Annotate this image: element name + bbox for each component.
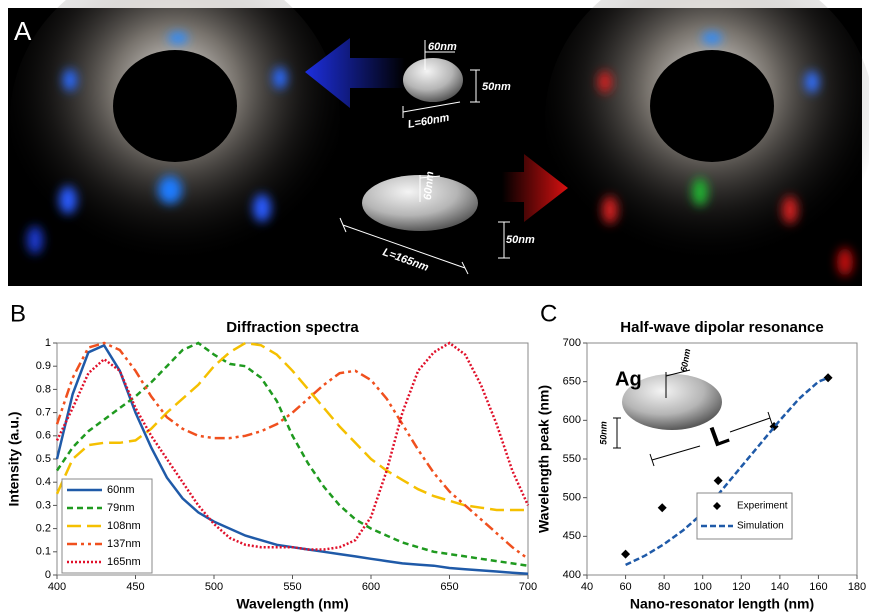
spectrum-line: [55, 341, 528, 512]
y-tick-label: 0.2: [36, 523, 51, 535]
y-tick-label: 0.3: [36, 499, 51, 511]
legend-swatch: [713, 502, 721, 510]
panel-label: C: [540, 300, 557, 327]
dimension-label: 60nm: [428, 41, 457, 53]
legend-label: 79nm: [107, 502, 135, 514]
x-tick-label: 500: [205, 581, 223, 593]
x-tick-label: 40: [581, 581, 593, 593]
experiment-point: [713, 476, 723, 486]
legend-label: Experiment: [737, 501, 788, 512]
experiment-point: [657, 503, 667, 513]
y-tick-label: 500: [563, 492, 581, 504]
x-tick-label: 180: [848, 581, 866, 593]
chart-title: Half-wave dipolar resonance: [620, 319, 823, 336]
inset-dimension: 60nm: [678, 348, 692, 373]
legend-label: 60nm: [107, 484, 135, 496]
x-tick-label: 100: [694, 581, 712, 593]
y-tick-label: 600: [563, 414, 581, 426]
experiment-point: [621, 549, 631, 559]
y-tick-label: 0.9: [36, 360, 51, 372]
dimension-label: 50nm: [482, 81, 511, 93]
panel-a-scene: [8, 0, 869, 286]
legend-label: 108nm: [107, 520, 141, 532]
x-tick-label: 60: [619, 581, 631, 593]
x-tick-label: 140: [771, 581, 789, 593]
dimension-label: 60nm: [422, 171, 436, 201]
y-tick-label: 0.1: [36, 546, 51, 558]
y-tick-label: 0.5: [36, 453, 51, 465]
spectrum-line: [55, 341, 529, 560]
x-tick-label: 450: [126, 581, 144, 593]
legend-label: Simulation: [737, 521, 784, 532]
y-tick-label: 1: [45, 337, 51, 349]
x-axis-label: Wavelength (nm): [236, 596, 348, 612]
x-tick-label: 80: [658, 581, 670, 593]
y-tick-label: 450: [563, 530, 581, 542]
legend-label: 137nm: [107, 538, 141, 550]
spectrum-line: [55, 341, 529, 567]
simulation-line: [625, 376, 829, 567]
y-tick-label: 0: [45, 569, 51, 581]
x-tick-label: 600: [362, 581, 380, 593]
y-tick-label: 400: [563, 569, 581, 581]
y-tick-label: 700: [563, 337, 581, 349]
x-tick-label: 160: [809, 581, 827, 593]
y-tick-label: 0.4: [36, 476, 51, 488]
chart-title: Diffraction spectra: [226, 319, 359, 336]
panel-label: B: [10, 300, 26, 327]
y-axis-label: Wavelength peak (nm): [536, 385, 552, 533]
legend-box: [696, 492, 793, 540]
inset-material: Ag: [615, 368, 642, 390]
y-tick-label: 0.6: [36, 430, 51, 442]
y-tick-label: 0.8: [36, 383, 51, 395]
panel-label: A: [14, 16, 32, 46]
x-tick-label: 400: [48, 581, 66, 593]
y-tick-label: 550: [563, 453, 581, 465]
x-tick-label: 700: [519, 581, 537, 593]
x-tick-label: 120: [732, 581, 750, 593]
legend-label: 165nm: [107, 556, 141, 568]
y-tick-label: 0.7: [36, 407, 51, 419]
y-tick-label: 650: [563, 376, 581, 388]
dimension-label: 50nm: [506, 234, 535, 246]
spectrum-line: [55, 341, 530, 551]
inset-dimension: 50nm: [598, 421, 608, 445]
inset-particle: [613, 369, 773, 467]
x-tick-label: 650: [440, 581, 458, 593]
x-axis-label: Nano-resonator length (nm): [630, 596, 814, 612]
y-axis-label: Intensity (a.u.): [6, 412, 22, 507]
inset-dimension: L: [706, 418, 733, 453]
x-tick-label: 550: [283, 581, 301, 593]
